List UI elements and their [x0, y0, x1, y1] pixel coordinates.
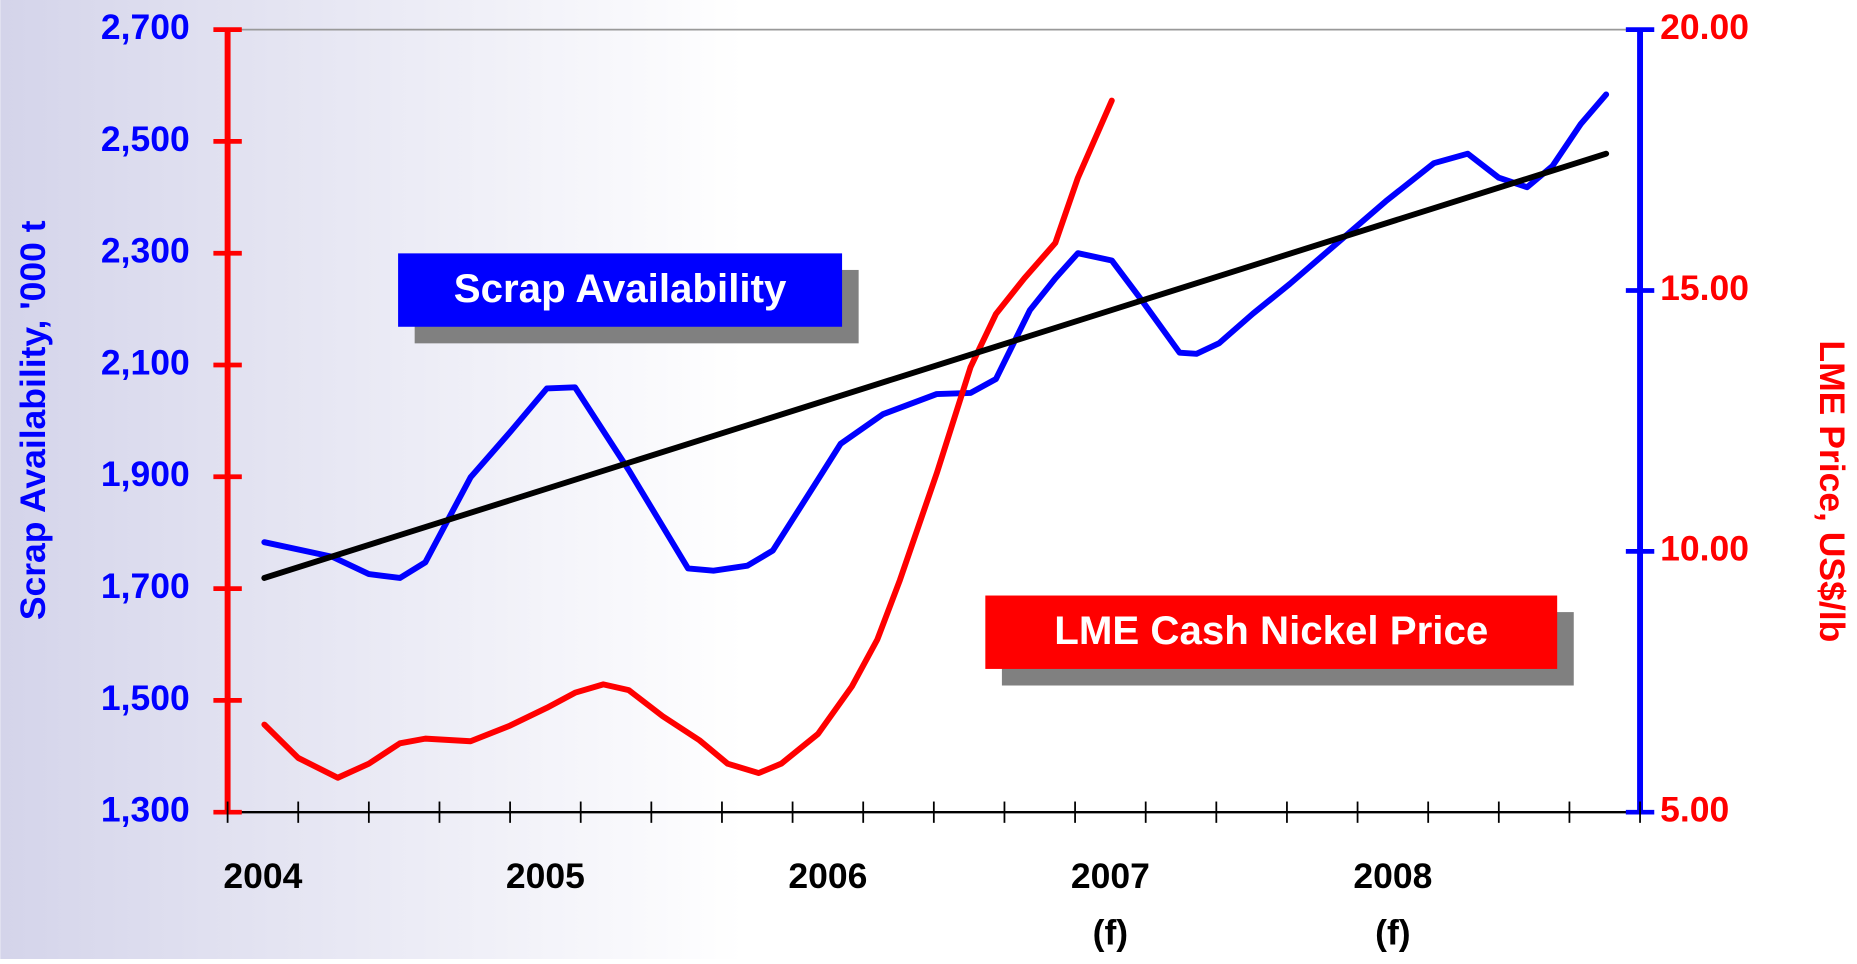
- x-tick-label: 2005: [506, 856, 585, 896]
- y-tick-label: 2,700: [101, 7, 190, 47]
- x-tick-note: (f): [1093, 913, 1128, 953]
- y2-tick-label: 15.00: [1660, 268, 1749, 308]
- annotation-box: [985, 595, 1558, 669]
- y2-tick-label: 10.00: [1660, 529, 1749, 569]
- x-tick-note: (f): [1375, 913, 1410, 953]
- y-tick-label: 2,300: [101, 231, 190, 271]
- x-tick-label: 2008: [1353, 856, 1432, 896]
- x-tick-label: 2007: [1071, 856, 1150, 896]
- y-tick-label: 2,500: [101, 119, 190, 159]
- annotation-text: Scrap Availability: [454, 266, 787, 311]
- series-line: [261, 91, 1610, 581]
- y-tick-label: 1,300: [101, 790, 190, 830]
- y-tick-label: 1,700: [101, 566, 190, 606]
- annotation-text: LME Cash Nickel Price: [1054, 608, 1488, 653]
- y-tick-label: 2,100: [101, 342, 190, 382]
- series-line: [261, 150, 1610, 581]
- y-tick-label: 1,900: [101, 454, 190, 494]
- y2-tick-label: 5.00: [1660, 790, 1729, 830]
- y-axis-title: Scrap Availability, '000 t: [13, 220, 53, 620]
- series-line: [261, 97, 1115, 781]
- y-tick-label: 1,500: [101, 678, 190, 718]
- annotation-box: [398, 253, 843, 327]
- y2-axis-title: LME Price, US$/lb: [1812, 340, 1852, 642]
- x-tick-label: 2004: [223, 856, 302, 896]
- x-tick-label: 2006: [788, 856, 867, 896]
- y2-tick-label: 20.00: [1660, 7, 1749, 47]
